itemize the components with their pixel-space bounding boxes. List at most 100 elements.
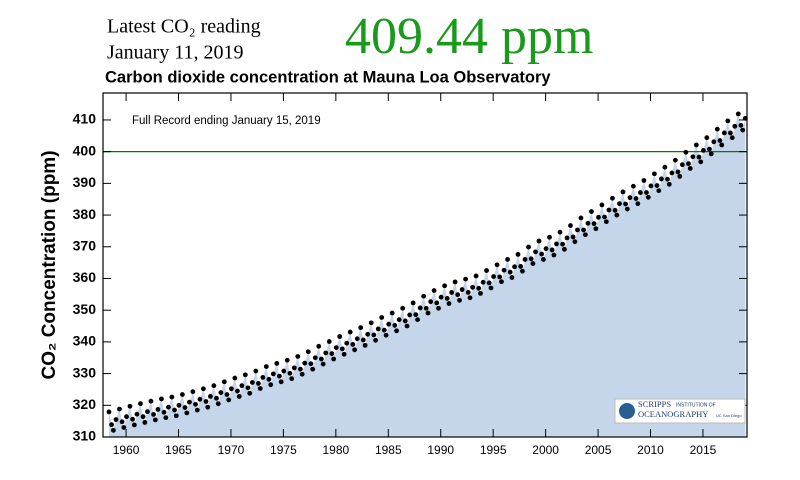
data-point [677, 173, 683, 179]
data-point [277, 373, 282, 379]
reading-label: Latest CO₂ reading [107, 16, 261, 38]
data-point [423, 305, 429, 311]
data-point [686, 161, 691, 167]
data-point [497, 274, 503, 280]
data-point [121, 425, 127, 430]
logo-university: UC San Diego [716, 413, 742, 418]
data-point [173, 413, 179, 419]
data-point [245, 385, 251, 391]
data-point [295, 354, 301, 359]
y-tick-label: 370 [73, 237, 97, 253]
data-point [260, 374, 266, 380]
data-point [662, 164, 668, 170]
data-point [381, 327, 387, 333]
data-point [333, 345, 339, 350]
data-point [465, 290, 471, 295]
reading-date: January 11, 2019 [107, 42, 243, 64]
data-point [470, 284, 476, 290]
data-point [404, 323, 410, 329]
data-point [396, 317, 402, 323]
x-tick-label: 2015 [690, 443, 717, 457]
data-point [221, 379, 227, 385]
data-point [371, 332, 377, 338]
data-point [392, 322, 398, 328]
data-point [247, 390, 253, 396]
data-point [484, 268, 489, 273]
data-point [341, 351, 347, 357]
data-point [536, 238, 542, 244]
data-point [446, 301, 452, 306]
data-point [169, 394, 175, 400]
data-point [728, 130, 733, 136]
data-point [564, 235, 570, 241]
data-point [543, 246, 549, 252]
data-point [578, 215, 584, 221]
data-point [478, 290, 483, 296]
data-point [428, 299, 434, 305]
data-point [179, 392, 185, 397]
data-point [407, 312, 413, 318]
data-point [113, 417, 119, 422]
data-point [291, 365, 297, 371]
data-point [656, 188, 662, 194]
x-tick-label: 2005 [585, 443, 612, 457]
data-point [413, 312, 419, 318]
y-tick-label: 410 [73, 111, 97, 127]
data-point [297, 366, 303, 372]
data-point [436, 305, 441, 311]
data-point [638, 190, 643, 195]
data-point [226, 397, 232, 403]
data-point [211, 383, 217, 389]
data-point [717, 138, 723, 143]
data-point [530, 261, 536, 266]
data-point [131, 422, 137, 428]
data-point [197, 396, 203, 402]
data-point [675, 169, 681, 175]
data-point [310, 366, 316, 372]
x-tick-label: 1960 [113, 443, 140, 457]
data-point [463, 276, 468, 282]
data-point [299, 371, 305, 377]
x-tick-label: 1990 [427, 443, 454, 457]
y-tick-label: 380 [73, 206, 97, 222]
x-tick-label: 2010 [637, 443, 664, 457]
logo-icon [619, 403, 635, 419]
data-point [617, 201, 622, 207]
data-point [425, 310, 431, 316]
data-point [208, 394, 213, 399]
data-point [119, 419, 125, 425]
data-point [383, 332, 389, 338]
y-tick-label: 400 [73, 142, 97, 158]
data-point [644, 190, 649, 195]
data-point [491, 274, 496, 279]
data-point [318, 356, 324, 362]
data-point [215, 401, 221, 407]
data-point [224, 392, 230, 397]
data-point [438, 294, 444, 300]
data-point [696, 154, 702, 160]
data-point [704, 135, 710, 141]
data-point [389, 310, 395, 316]
data-point [455, 292, 461, 298]
data-point [360, 337, 366, 343]
data-point [740, 127, 746, 133]
x-tick-label: 1985 [375, 443, 402, 457]
data-point [623, 201, 628, 207]
plot-frame [102, 92, 748, 438]
data-point [278, 379, 284, 385]
data-point [707, 146, 712, 152]
x-tick-label: 1975 [270, 443, 297, 457]
data-point [263, 364, 269, 370]
data-point [679, 162, 685, 168]
y-tick-label: 360 [73, 269, 97, 285]
data-point [312, 355, 318, 361]
data-point [488, 285, 494, 291]
data-point [575, 227, 580, 233]
logo: SCRIPPS INSTITUTION OF OCEANOGRAPHY UC S… [614, 398, 746, 424]
data-point [152, 417, 158, 423]
data-point [683, 149, 689, 155]
data-point [560, 241, 566, 247]
data-point [568, 223, 573, 228]
data-point [270, 371, 276, 377]
